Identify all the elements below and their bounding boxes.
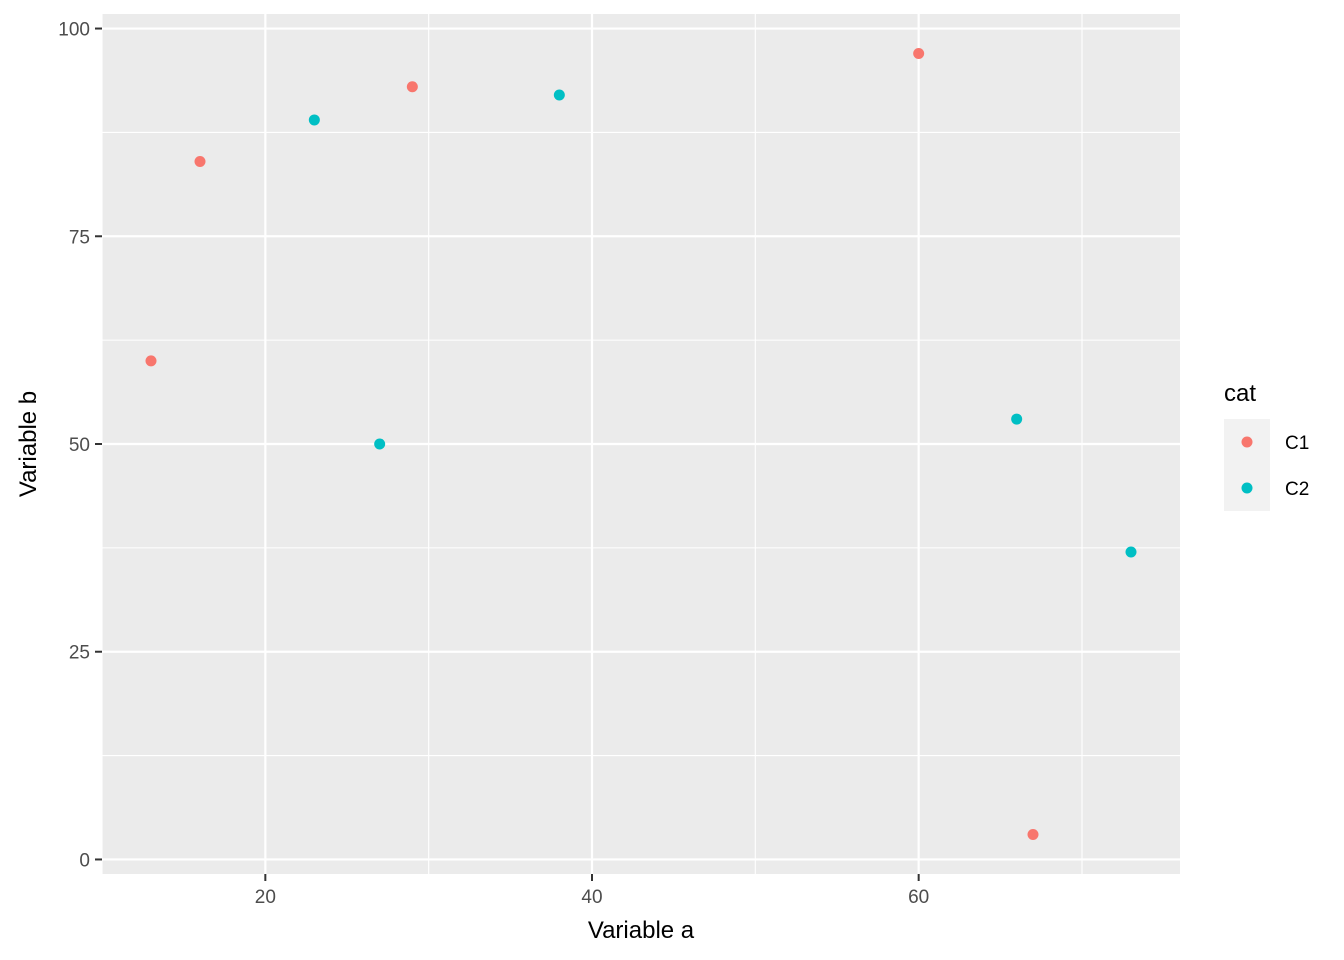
data-point-c2-2 <box>553 89 565 101</box>
data-point-c2-0 <box>308 114 320 126</box>
legend-key-c2 <box>1241 482 1253 494</box>
legend-key-c1 <box>1241 436 1253 448</box>
x-tick-label-20: 20 <box>255 887 276 908</box>
y-tick-label-100: 100 <box>58 20 90 41</box>
data-point-c1-1 <box>194 155 206 167</box>
y-tick-label-0: 0 <box>79 850 90 871</box>
data-point-c1-0 <box>145 355 157 367</box>
data-point-c2-4 <box>1125 546 1137 558</box>
y-tick-label-50: 50 <box>69 435 90 456</box>
x-tick-label-60: 60 <box>908 887 929 908</box>
data-point-c2-1 <box>374 438 386 450</box>
x-axis-title: Variable a <box>588 917 695 944</box>
x-axis: 20 40 60 <box>255 874 929 908</box>
legend-title: cat <box>1224 380 1256 407</box>
y-axis-title: Variable b <box>15 391 42 497</box>
x-tick-label-40: 40 <box>581 887 602 908</box>
y-tick-label-25: 25 <box>69 643 90 664</box>
data-point-c1-3 <box>913 47 925 59</box>
grid-major <box>102 14 1180 874</box>
data-points <box>145 47 1137 841</box>
data-point-c1-2 <box>406 81 418 93</box>
y-axis: 0 25 50 75 100 <box>58 20 102 871</box>
legend-label-c1: C1 <box>1285 433 1309 454</box>
y-tick-label-75: 75 <box>69 227 90 248</box>
data-point-c2-3 <box>1011 413 1023 425</box>
data-point-c1-4 <box>1027 829 1039 841</box>
legend: cat C1 C2 <box>1224 380 1309 511</box>
legend-label-c2: C2 <box>1285 479 1309 500</box>
